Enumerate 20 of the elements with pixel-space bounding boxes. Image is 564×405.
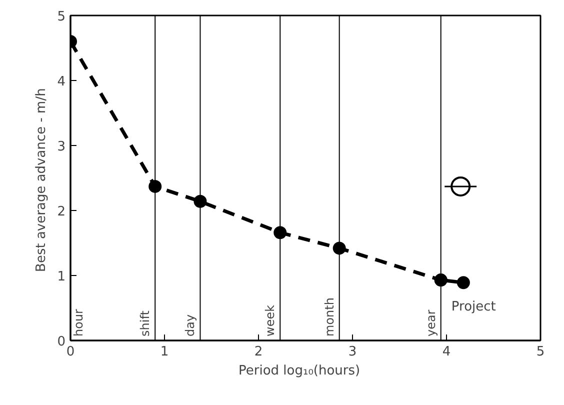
- y-tick-label: 3: [57, 140, 66, 154]
- annotation: hour: [72, 308, 86, 336]
- ref-line-label: year: [424, 310, 438, 336]
- y-tick-label: 4: [57, 74, 66, 90]
- x-tick-label: 2: [254, 344, 263, 360]
- y-tick-label: 2: [57, 204, 66, 220]
- ref-line-label: week: [263, 304, 278, 336]
- x-tick-label: 4: [442, 344, 451, 360]
- annotation: Project: [451, 300, 496, 315]
- y-tick-label: 1: [57, 270, 66, 284]
- y-tick-label: 0: [57, 334, 66, 350]
- x-axis-title: Period log₁₀(hours): [238, 364, 360, 378]
- x-tick-label: 3: [348, 344, 357, 360]
- ref-line-label: day: [183, 314, 198, 336]
- ref-line-label: month: [322, 298, 336, 336]
- x-tick-label: 1: [160, 344, 169, 360]
- ref-line-label: shift: [138, 310, 152, 336]
- y-axis-title: Best average advance - m/h: [34, 88, 50, 272]
- y-tick-label: 5: [57, 10, 66, 24]
- x-tick-label: 5: [536, 344, 545, 360]
